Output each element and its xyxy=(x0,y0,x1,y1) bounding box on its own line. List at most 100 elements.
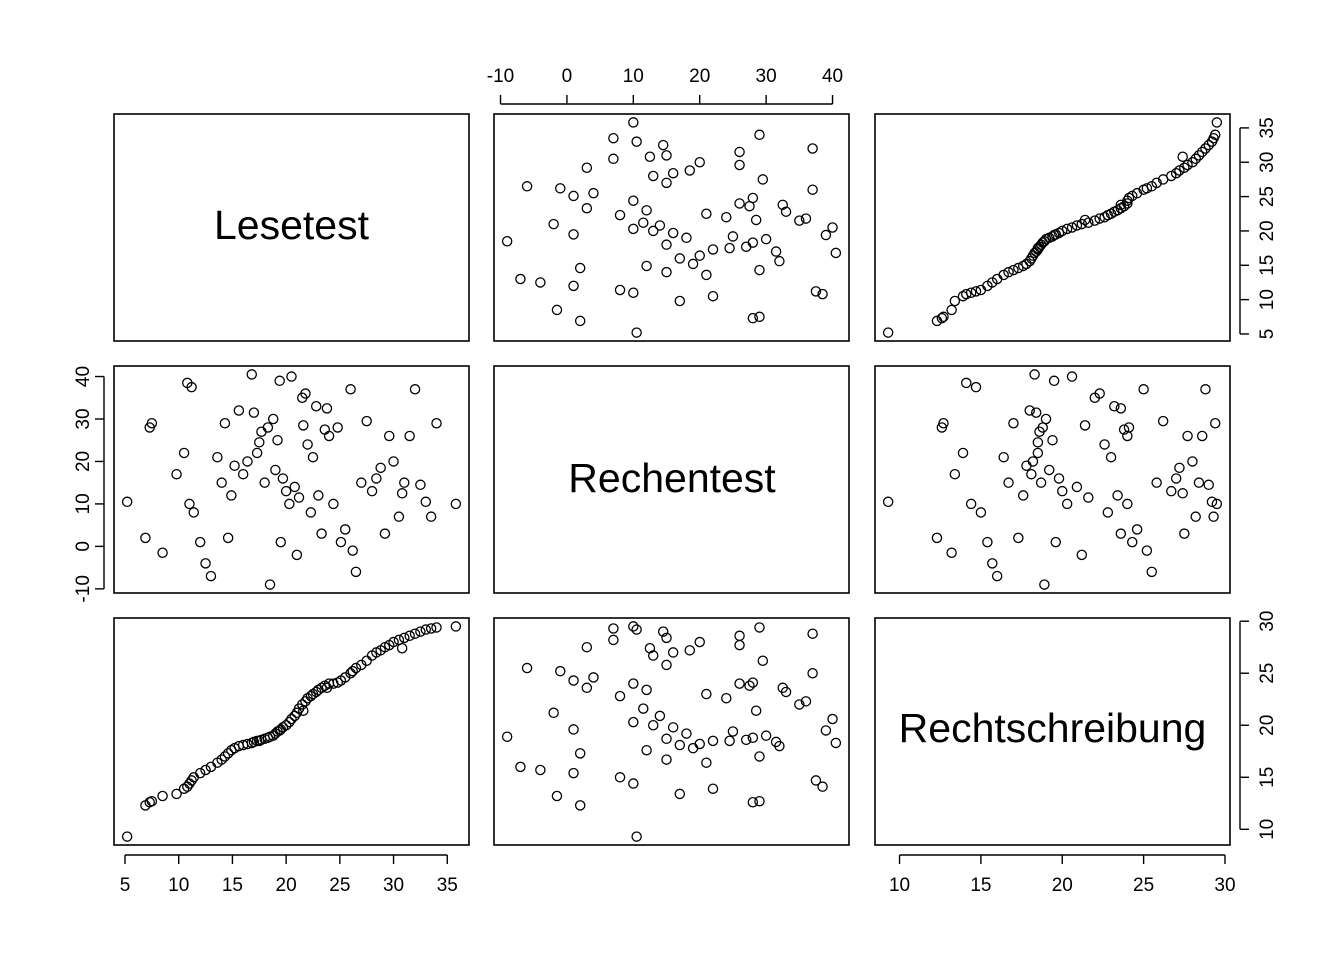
data-point xyxy=(280,720,292,731)
data-point xyxy=(229,460,240,471)
data-point xyxy=(501,235,513,247)
data-point xyxy=(807,184,818,195)
data-point xyxy=(1182,430,1193,442)
data-point xyxy=(1193,150,1205,161)
data-point xyxy=(734,198,745,209)
panel-frame-r2-c1 xyxy=(493,617,850,846)
data-point xyxy=(608,153,619,165)
data-point xyxy=(747,677,759,688)
data-point xyxy=(188,772,199,783)
tick-label-lesetest-bottom: 10 xyxy=(168,875,189,896)
panel-frame-r2-c2 xyxy=(874,617,1231,846)
data-point xyxy=(641,684,652,696)
data-point xyxy=(1211,117,1223,128)
tick-label-lesetest-bottom: 35 xyxy=(437,875,458,896)
data-point xyxy=(186,775,197,786)
data-point xyxy=(628,621,639,632)
data-point xyxy=(608,132,619,144)
data-point xyxy=(628,195,639,206)
data-point xyxy=(1008,264,1019,276)
data-point xyxy=(694,636,705,648)
data-point xyxy=(302,439,313,450)
tick-label-lesetest-bottom: 20 xyxy=(276,875,297,896)
data-point xyxy=(701,269,712,281)
data-point xyxy=(1048,229,1060,241)
tick-label-rechtschreibung-bottom: 20 xyxy=(1052,875,1073,896)
data-point xyxy=(661,239,672,250)
data-point xyxy=(216,477,227,488)
data-point xyxy=(1177,488,1188,499)
data-point xyxy=(1115,199,1127,211)
tick-label-rechentest-top: 10 xyxy=(623,66,644,87)
data-point xyxy=(644,643,656,654)
data-point xyxy=(608,634,619,646)
data-point xyxy=(388,636,399,648)
data-point xyxy=(1138,384,1149,395)
data-point xyxy=(750,214,762,226)
data-point xyxy=(1141,183,1153,194)
data-point xyxy=(684,645,696,656)
data-point xyxy=(800,696,812,707)
data-point xyxy=(830,247,842,259)
data-point xyxy=(568,190,579,202)
data-point xyxy=(754,264,765,276)
data-point xyxy=(319,424,331,435)
data-point xyxy=(588,187,599,199)
data-point xyxy=(657,626,669,637)
data-point xyxy=(694,156,705,168)
data-point xyxy=(300,388,311,399)
data-point xyxy=(251,447,263,459)
data-point xyxy=(1029,369,1040,380)
tick-label-lesetest-right: 5 xyxy=(1257,329,1278,340)
data-point xyxy=(420,624,432,635)
data-point xyxy=(379,528,391,539)
data-point xyxy=(754,751,765,762)
data-point xyxy=(270,464,281,476)
data-point xyxy=(1003,477,1014,488)
data-point xyxy=(681,728,692,739)
tick-label-rechtschreibung-bottom: 25 xyxy=(1133,875,1154,896)
data-point xyxy=(262,422,274,433)
panel-frame-r2-c0 xyxy=(113,617,470,846)
data-point xyxy=(1157,415,1169,427)
tick-label-rechtschreibung-bottom: 15 xyxy=(970,875,991,896)
data-point xyxy=(121,496,133,508)
data-point xyxy=(425,623,437,634)
data-point xyxy=(931,532,943,544)
data-point xyxy=(657,139,669,151)
panel-frame-r0-c2 xyxy=(874,113,1231,342)
data-point xyxy=(1017,490,1029,501)
data-point xyxy=(289,481,300,493)
data-point xyxy=(1061,498,1073,510)
data-point xyxy=(661,659,672,671)
data-point xyxy=(205,761,217,773)
scatter-points xyxy=(121,117,1223,842)
data-point xyxy=(694,250,705,261)
data-point xyxy=(1071,220,1083,231)
data-point xyxy=(770,736,782,748)
data-point xyxy=(178,447,190,459)
data-point xyxy=(256,426,267,437)
data-point xyxy=(254,437,265,448)
data-point xyxy=(827,222,838,233)
data-point xyxy=(647,720,659,731)
data-point xyxy=(754,622,765,633)
data-point xyxy=(1203,479,1214,491)
data-point xyxy=(226,490,237,501)
data-point xyxy=(1057,225,1068,237)
data-point xyxy=(1003,266,1014,278)
data-point xyxy=(1032,447,1044,459)
data-point xyxy=(740,734,752,746)
data-point xyxy=(608,623,619,634)
data-point xyxy=(277,722,289,733)
data-point xyxy=(1170,473,1182,484)
data-point xyxy=(178,783,190,794)
data-point xyxy=(1105,208,1117,220)
data-point xyxy=(274,375,285,387)
data-point xyxy=(1099,439,1110,450)
data-point xyxy=(998,451,1009,463)
data-point xyxy=(1043,464,1055,476)
data-point xyxy=(1166,485,1177,497)
data-point xyxy=(157,547,168,558)
